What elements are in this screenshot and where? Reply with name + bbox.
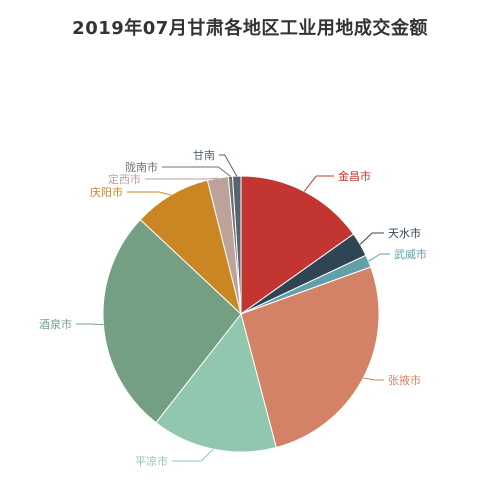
slice-label-line [363,377,384,381]
slice-label-line [172,448,214,462]
slice-label: 平凉市 [135,454,168,468]
pie-slice[interactable] [139,179,242,316]
slice-label-line [162,166,231,177]
slice-label-line [368,253,390,262]
slice-label: 金昌市 [338,169,371,183]
slice-label-line [359,232,384,245]
pie-slice[interactable] [155,312,277,453]
slice-label: 张掖市 [388,373,421,387]
slice-label: 定西市 [108,172,141,186]
slice-label-line [127,191,172,196]
pie-slice[interactable] [240,266,380,449]
slice-label-line [303,175,334,192]
slice-label: 庆阳市 [90,185,123,199]
slice-label: 酒泉市 [39,317,72,331]
slice-label-line [145,177,218,180]
pie-slice[interactable] [231,175,242,315]
slice-label: 陇南市 [125,160,158,174]
slice-label: 武威市 [394,247,427,261]
slice-label-line [76,323,104,326]
slice-label: 天水市 [388,226,421,240]
slice-label: 甘南 [193,149,215,162]
slice-label-line [219,154,238,177]
pie-slice[interactable] [240,175,355,315]
chart-title: 2019年07月甘肃各地区工业用地成交金额 [72,18,428,39]
